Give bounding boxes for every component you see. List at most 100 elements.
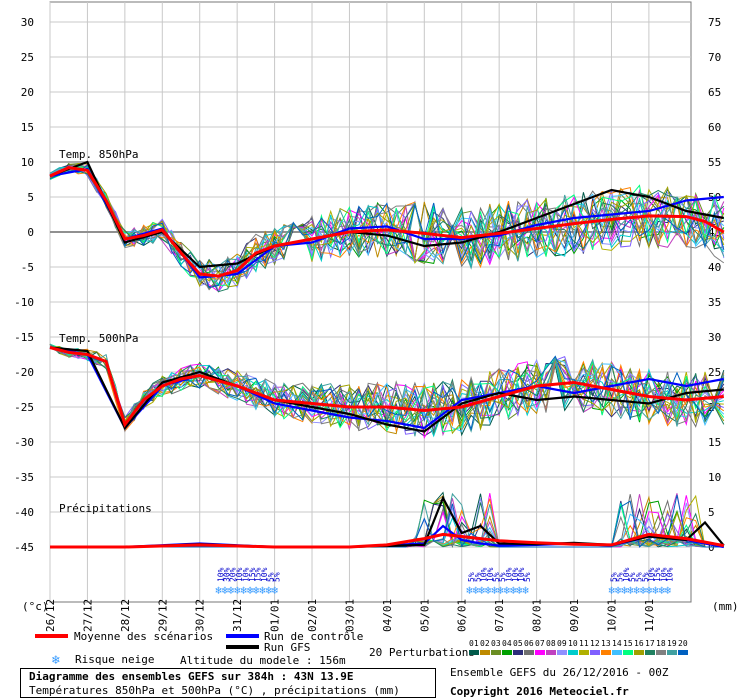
snow-risk-label: 10% (511, 567, 520, 582)
perturbation-swatch (480, 650, 490, 655)
x-tick-label: 29/12 (156, 599, 169, 632)
legend-control: Run de contrôle (264, 630, 363, 643)
ensemble-850-9 (49, 164, 725, 289)
perturbation-number: 14 (612, 639, 622, 648)
x-tick-label: 07/01 (493, 599, 506, 632)
ensemble-run: Ensemble GEFS du 26/12/2016 - 00Z (450, 666, 669, 679)
perturbation-swatch (623, 650, 633, 655)
perturbation-number: 20 (678, 639, 688, 648)
snow-risk-label: 5% (641, 572, 650, 582)
snowflake-icon: ❄ (222, 584, 229, 597)
snow-risk-label: 10% (647, 567, 656, 582)
panel-label-precip: Précipitations (59, 502, 152, 515)
ensemble-850-16 (49, 162, 725, 288)
perturbation-number: 15 (623, 639, 633, 648)
y-tick-left: -15 (14, 331, 34, 344)
ensemble-500-14 (49, 347, 725, 432)
snowflake-icon: ❄ (234, 584, 241, 597)
snowflake-icon: ❄ (504, 584, 511, 597)
perturbation-number: 06 (524, 639, 534, 648)
x-tick-label: 28/12 (119, 599, 132, 632)
snow-risk-label: 10% (479, 567, 488, 582)
y-axis-ticks: 30 25 20 15 10 5 0 -5 -10 -15 -20 -25 -30 -35 -40 -45 75… (14, 16, 721, 554)
y-tick-left: -30 (14, 436, 34, 449)
snow-risk-label: 10% (241, 567, 250, 582)
ensemble-500-18 (49, 347, 725, 433)
perturbation-number: 08 (546, 639, 556, 648)
snow-risk-label: 5% (523, 572, 532, 582)
y-tick-right: 35 (708, 296, 721, 309)
snow-risk-label: 10% (659, 567, 668, 582)
perturbation-swatch (557, 650, 567, 655)
series-line-0 (49, 166, 725, 278)
y-tick-right: 40 (708, 261, 721, 274)
perturbation-swatch (568, 650, 578, 655)
perturbation-swatch (667, 650, 677, 655)
y-tick-left: 30 (21, 16, 34, 29)
left-unit: (°c) (22, 600, 49, 613)
snow-risk-row: 10%❄30%❄20%❄10%❄10%❄15%❄15%❄10%❄5%❄5%❄5%… (215, 567, 674, 597)
y-tick-left: -25 (14, 401, 34, 414)
x-tick-label: 08/01 (531, 599, 544, 632)
perturbation-swatch (656, 650, 666, 655)
x-tick-label: 10/01 (605, 599, 618, 632)
perturbation-swatch (678, 650, 688, 655)
snow-risk-label: 5% (266, 572, 275, 582)
perturbation-number: 17 (645, 639, 655, 648)
x-tick-label: 02/01 (306, 599, 319, 632)
snow-risk-label: 5% (634, 572, 643, 582)
y-tick-left: -40 (14, 506, 34, 519)
snowflake-icon: ❄ (247, 584, 254, 597)
snowflake-icon: ❄ (253, 584, 260, 597)
snowflake-icon: ❄ (472, 584, 479, 597)
perturbation-number: 10 (568, 639, 578, 648)
perturbation-number: 09 (557, 639, 567, 648)
perturbation-swatch (579, 650, 589, 655)
perturbation-swatch (546, 650, 556, 655)
perturbation-swatch (524, 650, 534, 655)
perturbation-swatch (535, 650, 545, 655)
y-tick-right: 60 (708, 121, 721, 134)
snowflake-icon: ❄ (640, 584, 647, 597)
y-tick-left: -20 (14, 366, 34, 379)
perturbation-number: 11 (579, 639, 589, 648)
snow-risk-label: 10% (486, 567, 495, 582)
snowflake-icon: ❄ (265, 584, 272, 597)
ensemble-500-17 (49, 343, 725, 436)
perturbation-swatch (590, 650, 600, 655)
y-tick-left: 15 (21, 121, 34, 134)
perturbation-swatch (491, 650, 501, 655)
snow-risk-label: 5% (467, 572, 476, 582)
snowflake-icon: ❄ (271, 584, 278, 597)
snow-risk-label: 10% (665, 567, 674, 582)
ensemble-500-15 (49, 343, 725, 433)
y-tick-left: -5 (21, 261, 34, 274)
y-tick-left: -45 (14, 541, 34, 554)
snow-risk-label: 10% (505, 567, 514, 582)
series-line-5 (49, 346, 724, 433)
snowflake-icon: ❄ (51, 653, 60, 668)
x-tick-label: 06/01 (456, 599, 469, 632)
snowflake-icon: ❄ (608, 584, 615, 597)
right-unit: (mm) (712, 600, 739, 613)
x-tick-label: 04/01 (381, 599, 394, 632)
perturbation-swatch (634, 650, 644, 655)
snowflake-icon: ❄ (240, 584, 247, 597)
x-tick-label: 05/01 (418, 599, 431, 632)
perturbation-number: 19 (667, 639, 677, 648)
snow-risk-label: 30% (223, 567, 232, 582)
snow-risk-label: 10% (517, 567, 526, 582)
ensemble-500-12 (49, 347, 724, 435)
snowflake-icon: ❄ (652, 584, 659, 597)
panel-label-500: Temp. 500hPa (59, 332, 138, 345)
snow-risk-label: 5% (616, 572, 625, 582)
snowflake-icon: ❄ (491, 584, 498, 597)
snow-risk-label: 15% (254, 567, 263, 582)
perturbation-number: 07 (535, 639, 545, 648)
x-tick-label: 09/01 (568, 599, 581, 632)
perturbation-legend: 01 02 03 04 05 06 07 08 09 10 11 12 13 14 15 16 17 18 19 20 (469, 639, 688, 655)
y-tick-right: 55 (708, 156, 721, 169)
x-tick-label: 27/12 (81, 599, 94, 632)
legend-altitude: Altitude du modele : 156m (180, 654, 346, 667)
